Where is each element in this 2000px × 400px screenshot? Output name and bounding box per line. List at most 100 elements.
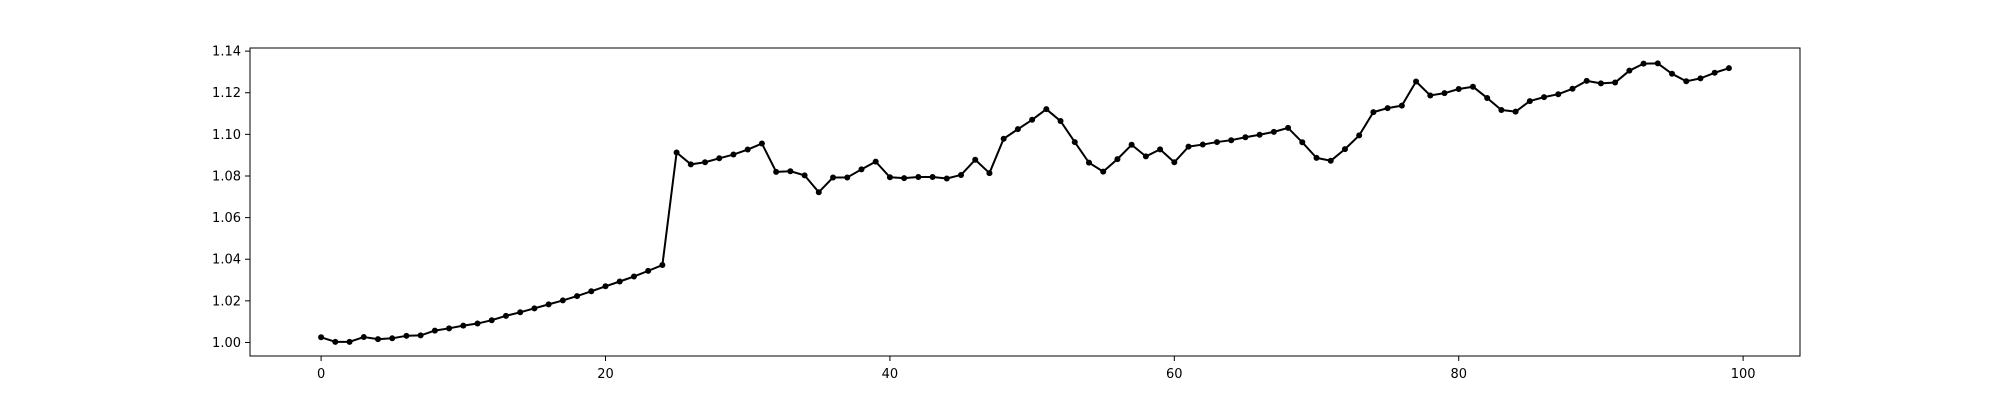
data-point: [1541, 94, 1548, 101]
data-point: [1455, 85, 1462, 92]
data-point: [630, 273, 637, 280]
data-point: [1327, 157, 1334, 164]
y-tick-label: 1.02: [212, 294, 241, 309]
x-tick-label: 100: [1731, 367, 1756, 382]
data-point: [1683, 78, 1690, 85]
data-point: [1157, 146, 1164, 153]
data-point: [1469, 83, 1476, 90]
data-point: [1213, 139, 1220, 146]
plot-area: [249, 47, 1801, 357]
data-point: [374, 336, 381, 343]
y-tick-label: 1.10: [212, 128, 241, 143]
data-point: [1512, 108, 1519, 115]
data-point: [559, 297, 566, 304]
data-point: [1398, 102, 1405, 109]
data-point: [1597, 80, 1604, 87]
data-point: [1583, 77, 1590, 84]
data-point: [446, 325, 453, 332]
y-tick-label: 1.04: [212, 253, 241, 268]
data-point: [332, 338, 339, 345]
data-point: [915, 174, 922, 181]
data-point: [659, 262, 666, 269]
data-point: [1569, 85, 1576, 92]
data-point: [531, 305, 538, 312]
data-point: [588, 288, 595, 295]
data-point: [858, 166, 865, 173]
data-point: [1441, 90, 1448, 97]
x-tick-label: 40: [882, 367, 899, 382]
data-point: [460, 322, 467, 329]
data-point: [502, 312, 509, 319]
x-axis: 0 20 40 60 80 100: [317, 356, 1756, 382]
data-point: [986, 170, 993, 177]
y-tick-label: 1.14: [212, 45, 241, 60]
data-point: [431, 327, 438, 334]
data-point: [1725, 65, 1732, 72]
data-point: [758, 140, 765, 147]
data-point: [1413, 78, 1420, 85]
data-point: [1711, 69, 1718, 76]
data-point: [1242, 134, 1249, 141]
data-point: [1228, 137, 1235, 144]
data-point: [1270, 128, 1277, 135]
data-point: [1640, 60, 1647, 67]
data-point: [1299, 139, 1306, 146]
y-axis: 1.00 1.02 1.04 1.06 1.08 1.10 1.12 1.14: [212, 45, 250, 351]
data-point: [1626, 67, 1633, 74]
data-point: [886, 174, 893, 181]
data-point: [815, 189, 822, 196]
y-tick-label: 1.06: [212, 211, 241, 226]
data-point: [716, 155, 723, 162]
y-tick-label: 1.00: [212, 336, 241, 351]
data-point: [1114, 156, 1121, 163]
data-point: [417, 332, 424, 339]
data-point: [1356, 132, 1363, 139]
x-tick-label: 0: [317, 367, 325, 382]
data-point: [1313, 154, 1320, 161]
data-point: [1697, 75, 1704, 82]
data-point: [1498, 107, 1505, 114]
x-tick-label: 20: [597, 367, 614, 382]
data-point: [673, 149, 680, 156]
data-point: [389, 335, 396, 342]
data-point: [517, 309, 524, 316]
data-point: [1043, 106, 1050, 113]
x-tick-label: 60: [1166, 367, 1183, 382]
data-point: [773, 168, 780, 175]
series-layer: [318, 60, 1732, 345]
data-point: [1029, 116, 1036, 123]
data-point: [616, 278, 623, 285]
data-point: [1555, 91, 1562, 98]
x-tick-label: 80: [1450, 367, 1467, 382]
data-point: [872, 158, 879, 165]
data-point: [1484, 94, 1491, 101]
data-point: [488, 317, 495, 324]
data-point: [1370, 109, 1377, 116]
data-point: [1128, 141, 1135, 148]
data-point: [943, 175, 950, 182]
data-point: [1000, 135, 1007, 142]
data-point: [360, 334, 367, 341]
data-point: [972, 156, 979, 163]
y-tick-label: 1.08: [212, 169, 241, 184]
data-point: [318, 334, 325, 341]
data-point: [1199, 141, 1206, 148]
data-point: [1526, 98, 1533, 105]
data-point: [929, 174, 936, 181]
data-point: [545, 301, 552, 308]
data-point: [1057, 118, 1064, 125]
data-point: [1185, 143, 1192, 150]
data-point: [1285, 124, 1292, 131]
data-point: [702, 159, 709, 166]
data-point: [1654, 60, 1661, 67]
data-point: [787, 168, 794, 175]
data-point: [645, 267, 652, 274]
data-point: [730, 151, 737, 158]
data-point: [687, 161, 694, 168]
data-point: [1612, 79, 1619, 86]
series-line: [320, 62, 1730, 343]
data-point: [901, 175, 908, 182]
data-point: [801, 172, 808, 179]
data-point: [1427, 92, 1434, 99]
